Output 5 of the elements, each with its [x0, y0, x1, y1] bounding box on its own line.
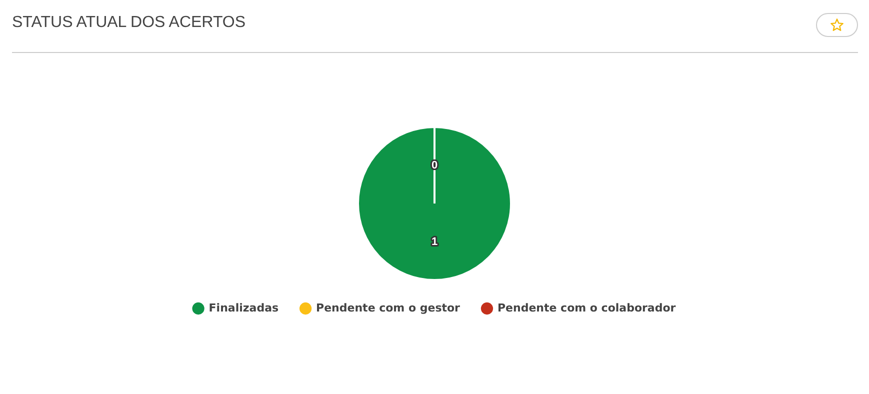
legend-label: Pendente com o colaborador — [497, 301, 676, 314]
legend-label: Pendente com o gestor — [316, 301, 461, 314]
legend-label: Finalizadas — [208, 301, 279, 314]
chart-title: STATUS ATUAL DOS ACERTOS — [12, 14, 246, 32]
data-label: 1 — [431, 236, 438, 248]
